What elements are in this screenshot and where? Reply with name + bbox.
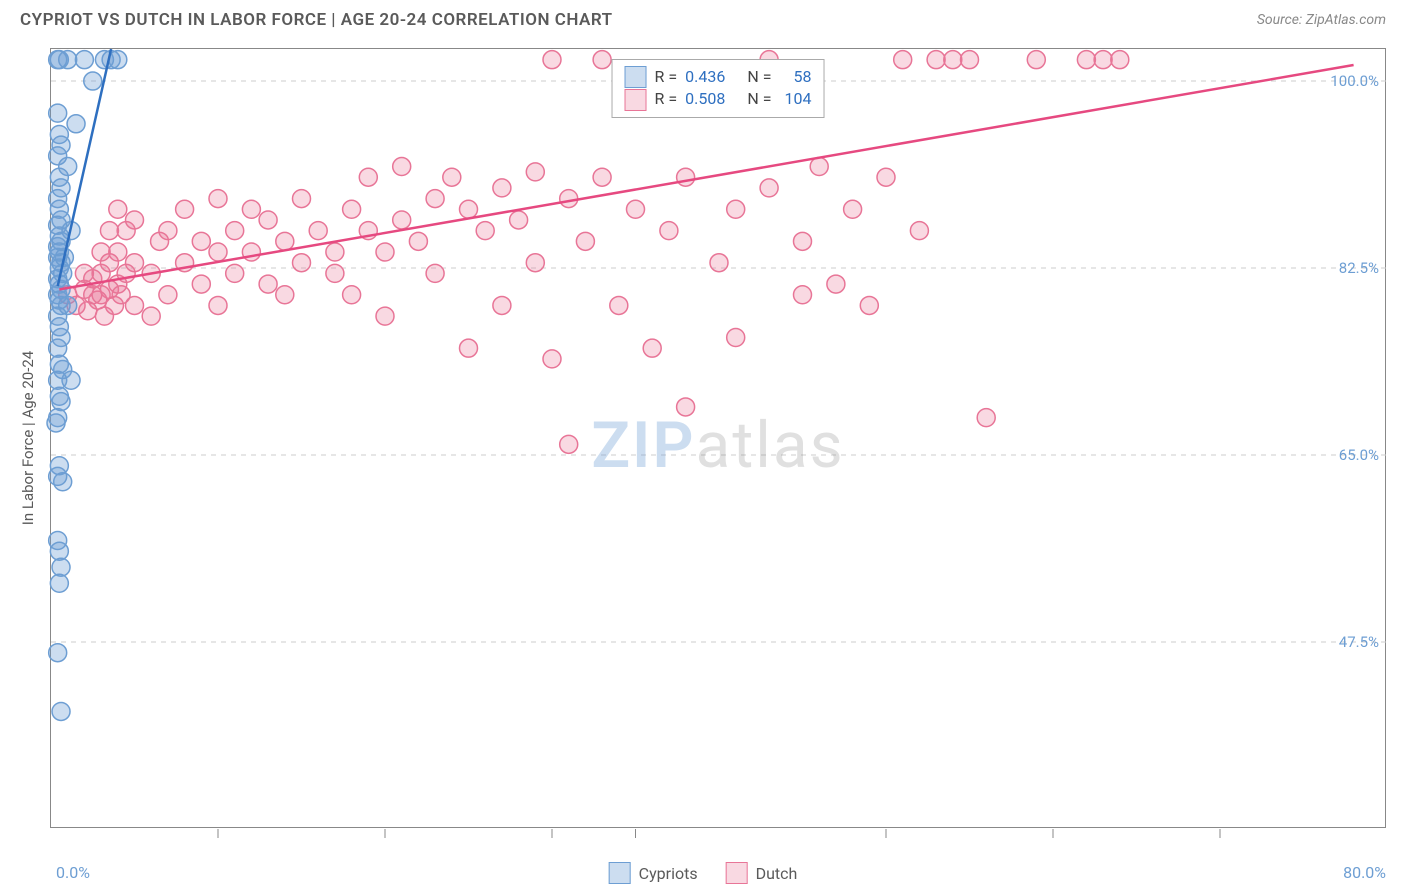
legend-label-dutch: Dutch (756, 864, 798, 883)
swatch-cypriots (625, 66, 647, 88)
r-value-dutch: 0.508 (685, 88, 725, 110)
chart-title: CYPRIOT VS DUTCH IN LABOR FORCE | AGE 20… (20, 10, 613, 30)
x-axis-min-label: 0.0% (56, 863, 90, 882)
correlation-row-cypriots: R = 0.436 N = 58 (625, 66, 812, 88)
correlation-row-dutch: R = 0.508 N = 104 (625, 88, 812, 110)
legend-item-cypriots: Cypriots (609, 862, 698, 884)
n-value-cypriots: 58 (779, 66, 811, 88)
legend-label-cypriots: Cypriots (639, 864, 698, 883)
svg-text:47.5%: 47.5% (1339, 633, 1379, 651)
chart-header: CYPRIOT VS DUTCH IN LABOR FORCE | AGE 20… (0, 0, 1406, 38)
correlation-legend: R = 0.436 N = 58 R = 0.508 N = 104 (612, 59, 825, 118)
y-axis-title: In Labor Force | Age 20-24 (19, 351, 37, 525)
swatch-cypriots-bottom (609, 862, 631, 884)
swatch-dutch (625, 89, 647, 111)
svg-text:82.5%: 82.5% (1339, 259, 1379, 277)
chart-plot-area: 47.5%65.0%82.5%100.0% ZIPatlas R = 0.436… (50, 48, 1386, 828)
r-label: R = (655, 88, 678, 110)
x-axis-max-label: 80.0% (1343, 863, 1386, 882)
series-legend: Cypriots Dutch (609, 862, 798, 884)
svg-text:65.0%: 65.0% (1339, 446, 1379, 464)
legend-item-dutch: Dutch (726, 862, 798, 884)
swatch-dutch-bottom (726, 862, 748, 884)
n-value-dutch: 104 (779, 88, 811, 110)
n-label: N = (747, 88, 771, 110)
n-label: N = (747, 66, 771, 88)
y-axis-title-container: In Labor Force | Age 20-24 (14, 48, 42, 828)
r-label: R = (655, 66, 678, 88)
r-value-cypriots: 0.436 (685, 66, 725, 88)
scatter-plot-svg: 47.5% 65.0% 82.5% 100.0% (51, 49, 1385, 827)
source-attribution: Source: ZipAtlas.com (1257, 12, 1386, 28)
svg-text:100.0%: 100.0% (1330, 72, 1379, 90)
